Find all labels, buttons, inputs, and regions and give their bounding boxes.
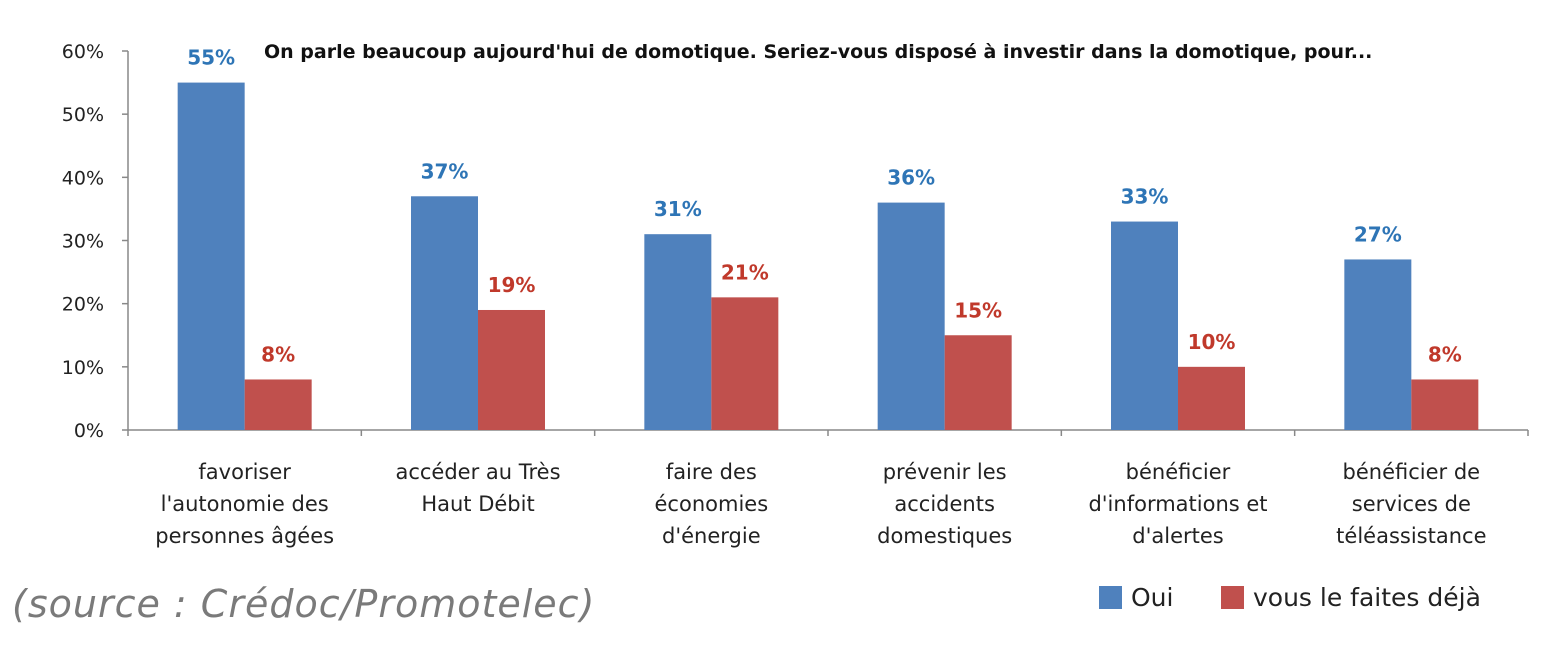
- data-label: 10%: [1188, 330, 1236, 354]
- bar-oui: [644, 234, 712, 430]
- category-labels: favoriser l'autonomie des personnes âgées a…: [155, 460, 1486, 548]
- data-label: 8%: [261, 342, 295, 366]
- chart-title: On parle beaucoup aujourd'hui de domotiq…: [264, 41, 1372, 63]
- category-label-line: d'énergie: [662, 524, 761, 548]
- y-tick-label: 60%: [62, 41, 104, 63]
- bar-deja: [1411, 379, 1479, 430]
- bar-deja: [478, 309, 545, 430]
- category-label-line: bénéficier de: [1343, 460, 1481, 484]
- category-label: faire des économies d'énergie: [655, 460, 769, 548]
- category-label-line: faire des: [666, 460, 757, 484]
- category-label-line: Haut Débit: [421, 492, 534, 516]
- data-label: 27%: [1354, 222, 1402, 246]
- bar-deja: [244, 379, 312, 430]
- data-label: 8%: [1428, 342, 1462, 366]
- category-label-line: personnes âgées: [155, 524, 334, 548]
- data-label: 31%: [654, 197, 702, 221]
- y-tick-label: 10%: [62, 357, 104, 379]
- data-label: 36%: [887, 166, 935, 190]
- bar-oui: [1111, 221, 1178, 430]
- data-labels: 55% 37% 31% 36% 33% 27% 8% 19% 21% 15% 10% 8%: [187, 46, 1462, 367]
- legend-label-oui: Oui: [1131, 583, 1173, 612]
- bars: [177, 82, 1479, 430]
- category-label: favoriser l'autonomie des personnes âgées: [155, 460, 334, 548]
- category-label-line: services de: [1352, 492, 1471, 516]
- category-label: prévenir les accidents domestiques: [877, 460, 1012, 548]
- category-label-line: d'alertes: [1132, 524, 1223, 548]
- data-label: 33%: [1121, 185, 1169, 209]
- axes: 0% 10% 20% 30% 40% 50% 60%: [62, 41, 1529, 442]
- y-tick-label: 0%: [74, 420, 104, 442]
- y-tick-label: 20%: [62, 294, 104, 316]
- y-tick-label: 40%: [62, 167, 104, 189]
- data-label: 37%: [421, 159, 469, 183]
- legend: Oui vous le faites déjà: [1099, 583, 1481, 612]
- data-label: 21%: [721, 260, 769, 284]
- bar-deja: [711, 297, 779, 430]
- source-note: (source : Crédoc/Promotelec): [12, 582, 596, 626]
- category-label-line: prévenir les: [883, 460, 1007, 484]
- bar-deja: [944, 335, 1012, 430]
- data-label: 19%: [488, 273, 536, 297]
- legend-swatch-deja: [1221, 586, 1244, 609]
- category-label-line: économies: [655, 492, 769, 516]
- category-label-line: d'informations et: [1088, 492, 1267, 516]
- category-label-line: téléassistance: [1336, 524, 1486, 548]
- bar-oui: [877, 202, 945, 430]
- category-label: accéder au Très Haut Débit: [395, 460, 560, 516]
- category-label-line: accéder au Très: [395, 460, 560, 484]
- category-label-line: favoriser: [198, 460, 291, 484]
- category-label-line: l'autonomie des: [161, 492, 329, 516]
- legend-label-deja: vous le faites déjà: [1253, 583, 1481, 612]
- bar-oui: [177, 82, 245, 430]
- bar-oui: [1344, 259, 1412, 430]
- y-tick-label: 30%: [62, 231, 104, 253]
- legend-swatch-oui: [1099, 586, 1122, 609]
- bar-deja: [1178, 366, 1245, 430]
- data-label: 55%: [187, 46, 235, 70]
- data-label: 15%: [954, 298, 1002, 322]
- category-label: bénéficier de services de téléassistance: [1336, 460, 1486, 548]
- category-label-line: accidents: [894, 492, 995, 516]
- category-label: bénéficier d'informations et d'alertes: [1088, 460, 1267, 548]
- bar-oui: [411, 196, 478, 430]
- category-label-line: bénéficier: [1126, 460, 1231, 484]
- y-tick-label: 50%: [62, 104, 104, 126]
- category-label-line: domestiques: [877, 524, 1012, 548]
